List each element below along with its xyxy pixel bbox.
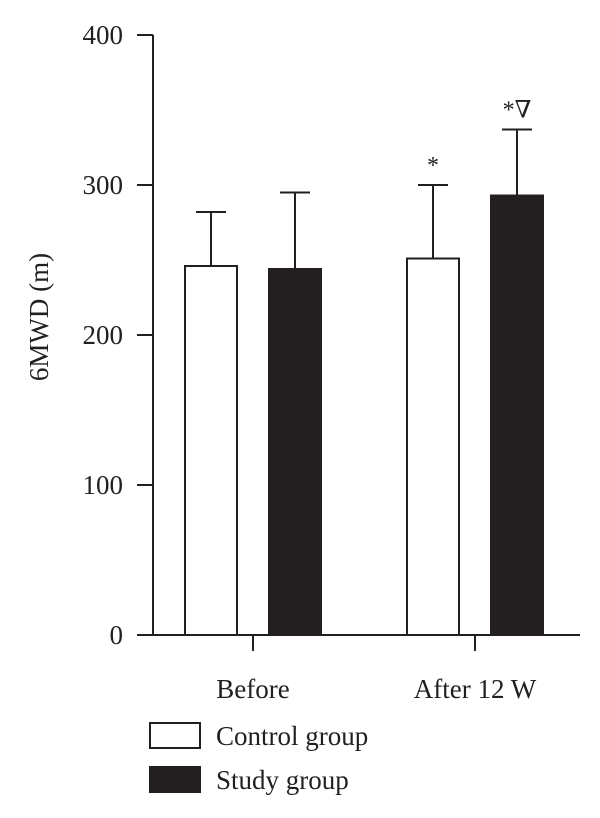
bar-control-after (406, 257, 460, 636)
y-tick-label: 100 (83, 470, 124, 500)
y-tick-label: 400 (83, 20, 124, 50)
x-tick-label: Before (216, 674, 289, 704)
x-axis: Before After 12 W (153, 634, 580, 704)
y-axis: 0 100 200 300 400 (83, 20, 154, 650)
legend-label: Control group (216, 721, 368, 751)
legend-swatch (149, 722, 201, 749)
bar-study-after (490, 194, 544, 636)
legend-label: Study group (216, 765, 349, 795)
bar-control-before (184, 265, 238, 636)
legend: Control group Study group (149, 721, 368, 795)
y-tick-label: 200 (83, 320, 124, 350)
significance-marker: * (427, 153, 439, 179)
legend-swatch (149, 766, 201, 793)
bar-study-before (268, 268, 322, 636)
y-axis-label: 6MWD (m) (24, 253, 54, 381)
bars: * *∇ (184, 98, 544, 636)
y-tick-label: 0 (110, 620, 124, 650)
significance-marker: *∇ (503, 98, 532, 124)
x-tick-label: After 12 W (414, 674, 537, 704)
y-tick-label: 300 (83, 170, 124, 200)
